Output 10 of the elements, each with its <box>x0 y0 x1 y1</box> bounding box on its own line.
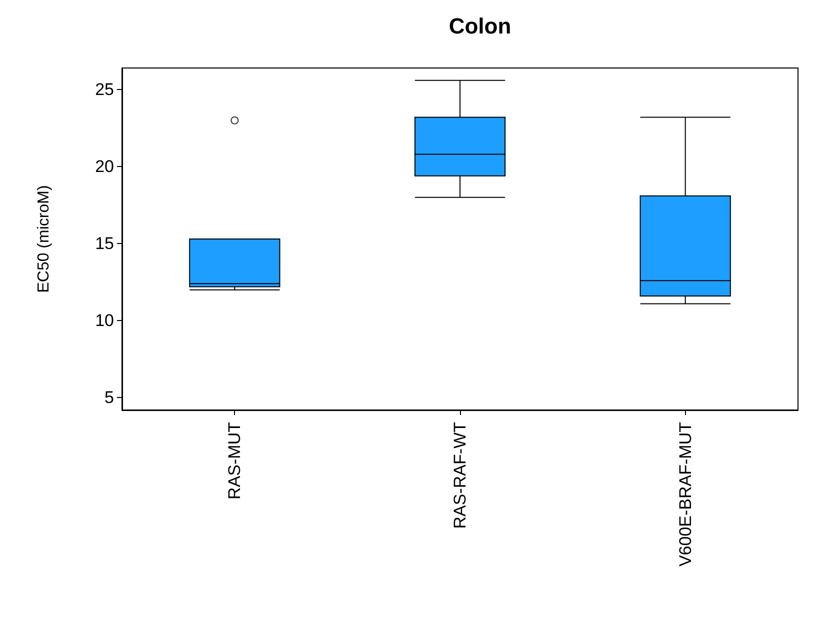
x-tick-label: RAS-MUT <box>225 422 244 500</box>
y-tick-label: 5 <box>104 388 114 408</box>
x-tick-label: V600E-BRAF-MUT <box>676 422 695 567</box>
x-tick-label: RAS-RAF-WT <box>450 422 470 529</box>
y-tick-label: 10 <box>95 311 114 330</box>
y-tick-label: 25 <box>95 80 114 100</box>
chart-title: Colon <box>448 14 512 38</box>
y-axis-title: EC50 (microM) <box>36 185 52 293</box>
y-tick-label: 15 <box>95 234 114 254</box>
y-tick-label: 20 <box>95 157 114 176</box>
